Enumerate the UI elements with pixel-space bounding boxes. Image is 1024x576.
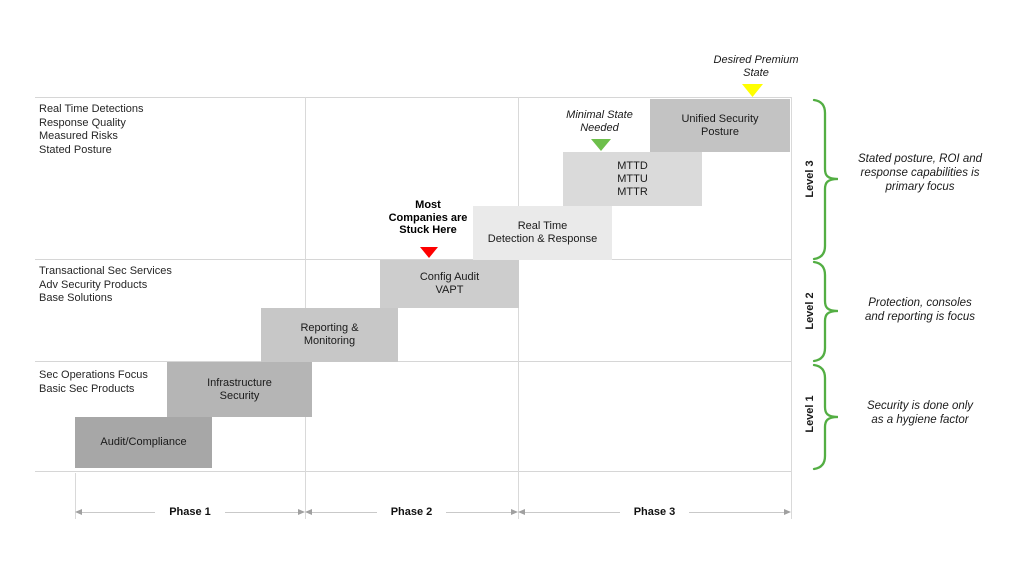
level-1-annotation: Security is done only as a hygiene facto… [866,400,974,426]
phase-line [82,511,156,513]
phase-line [525,511,620,513]
step-config-audit-vapt: Config Audit VAPT [380,260,519,308]
stuck-here-marker-icon [420,247,438,258]
right-boundary-line [791,97,792,519]
level-2-brace-icon [812,260,839,363]
arrow-right-icon [784,509,791,515]
premium-state-marker-icon [742,84,763,97]
arrow-left-icon [518,509,525,515]
minimal-state-marker-icon [591,139,611,151]
level-1-brace-icon [812,363,839,471]
level-2-capabilities-label: Transactional Sec Services Adv Security … [39,265,172,304]
arrow-left-icon [305,509,312,515]
phase-line [446,511,511,513]
level-1-label: Level 1 [804,395,816,433]
phase-line [312,511,377,513]
phase-2-label: Phase 2 [390,506,433,518]
phase-3-range: Phase 3 [518,505,791,519]
phase-line [689,511,784,513]
stuck-here-callout: Most Companies are Stuck Here [388,199,468,236]
minimal-state-callout: Minimal State Needed [566,109,633,134]
level-3-label: Level 3 [804,160,816,198]
arrow-right-icon [511,509,518,515]
phase-2-3-boundary-line [518,97,519,519]
step-audit-compliance: Audit/Compliance [75,417,212,468]
phase-2-range: Phase 2 [305,505,518,519]
phase-line [224,511,298,513]
level-3-capabilities-label: Real Time Detections Response Quality Me… [39,103,144,156]
level-3-annotation: Stated posture, ROI and response capabil… [857,153,983,193]
step-reporting-monitoring: Reporting & Monitoring [261,308,398,362]
phase-1-start-tick [75,473,76,519]
premium-state-callout: Desired Premium State [713,54,799,79]
phase-1-range: Phase 1 [75,505,305,519]
level-3-top-line [35,97,791,98]
phase-3-label: Phase 3 [633,506,676,518]
step-infrastructure-security: Infrastructure Security [167,362,312,417]
arrow-left-icon [75,509,82,515]
step-unified-security-posture: Unified Security Posture [650,99,790,152]
phase-1-label: Phase 1 [169,506,211,518]
level-2-label: Level 2 [804,292,816,330]
level-braces [812,98,839,471]
level-3-brace-icon [812,98,839,261]
arrow-right-icon [298,509,305,515]
step-realtime-detection-response: Real Time Detection & Response [473,206,612,260]
level-2-annotation: Protection, consoles and reporting is fo… [865,297,975,323]
step-mttd-mttu-mttr: MTTD MTTU MTTR [563,152,702,206]
level-1-capabilities-label: Sec Operations Focus Basic Sec Products [39,369,148,395]
level-1-top-line [35,361,791,362]
level-2-top-line [35,259,791,260]
baseline [35,471,791,472]
